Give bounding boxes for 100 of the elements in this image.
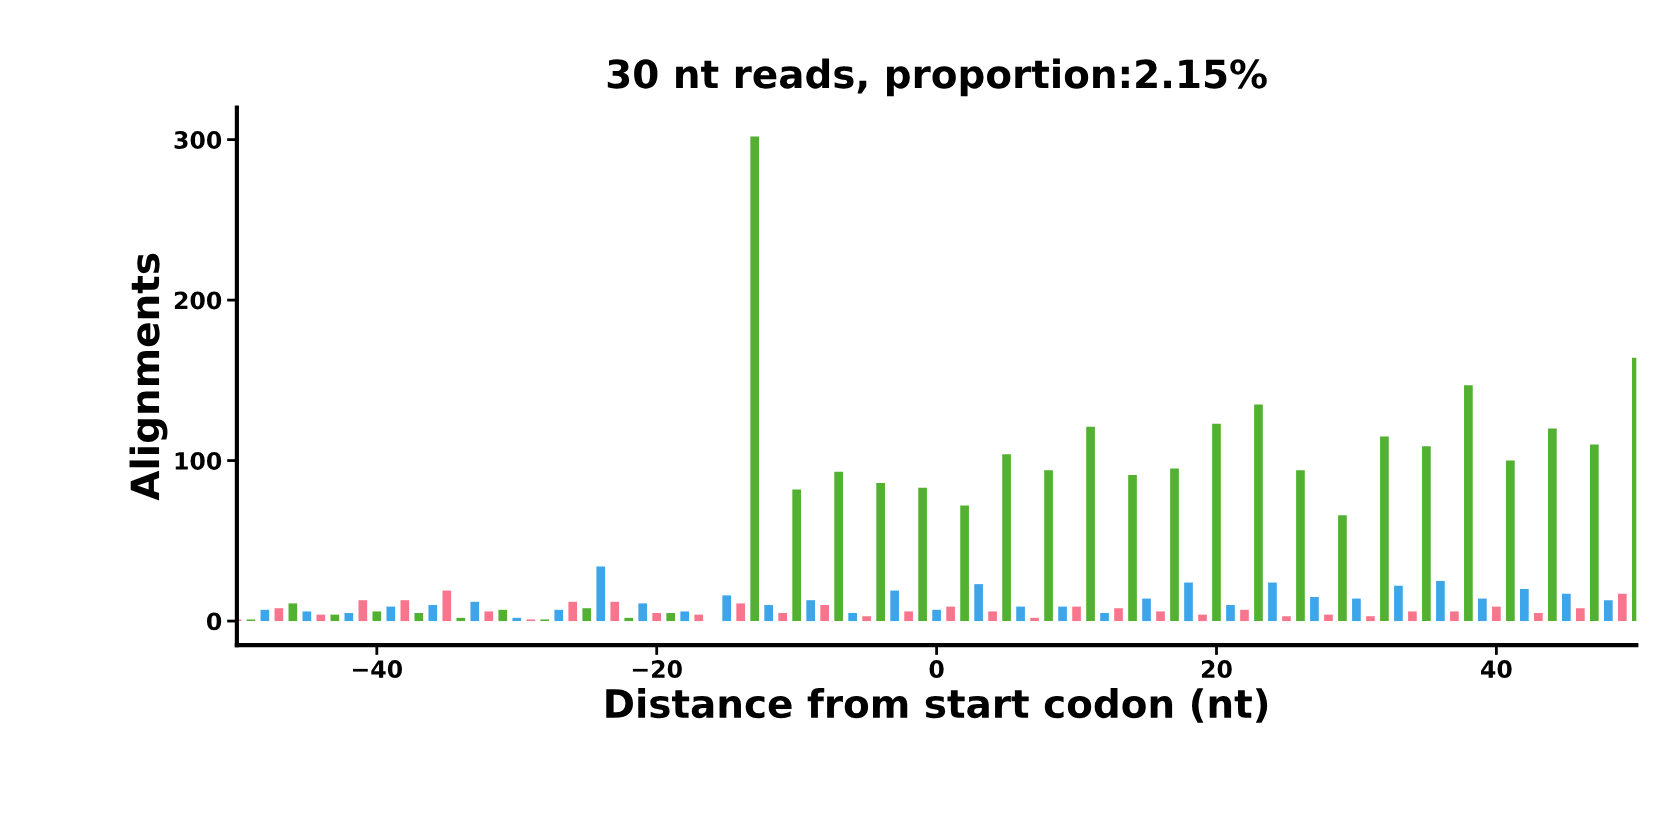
bar bbox=[806, 600, 815, 622]
bar bbox=[1254, 404, 1263, 622]
bar bbox=[624, 617, 634, 622]
bar bbox=[1156, 611, 1165, 622]
bar bbox=[1184, 582, 1193, 622]
x-tick-label: 20 bbox=[1201, 660, 1232, 678]
bar bbox=[764, 605, 774, 622]
chart-title: 30 nt reads, proportion:2.15% bbox=[607, 58, 1267, 97]
bar bbox=[1576, 608, 1585, 622]
bar bbox=[652, 613, 662, 622]
bar bbox=[1114, 608, 1123, 622]
bar bbox=[302, 611, 312, 622]
bar bbox=[1226, 605, 1235, 622]
bar bbox=[834, 471, 843, 622]
bar bbox=[428, 605, 438, 622]
bar bbox=[1352, 598, 1361, 622]
bar bbox=[932, 609, 941, 622]
bar bbox=[680, 611, 690, 622]
bar bbox=[918, 487, 927, 622]
bar bbox=[1338, 515, 1347, 622]
bar bbox=[694, 614, 704, 622]
x-tick-label: −40 bbox=[353, 660, 403, 678]
bar bbox=[456, 617, 466, 622]
bar bbox=[498, 609, 508, 622]
bar bbox=[1478, 598, 1487, 622]
bar bbox=[750, 136, 760, 622]
bar bbox=[1170, 468, 1179, 622]
bar bbox=[288, 603, 298, 622]
bar bbox=[1394, 585, 1403, 622]
bar bbox=[1324, 614, 1333, 622]
bar bbox=[1072, 606, 1081, 622]
bar bbox=[1603, 600, 1613, 622]
bar bbox=[1492, 606, 1501, 622]
bar bbox=[554, 609, 564, 622]
bar bbox=[792, 489, 801, 622]
bar bbox=[344, 613, 354, 622]
y-axis-title: Alignments bbox=[129, 253, 168, 501]
bar bbox=[862, 616, 871, 622]
bar bbox=[820, 605, 829, 622]
bar bbox=[1128, 475, 1137, 622]
bar bbox=[1282, 616, 1291, 622]
x-tick-label: −20 bbox=[632, 660, 682, 678]
bar bbox=[1310, 596, 1319, 622]
bar bbox=[1450, 611, 1459, 622]
bar bbox=[666, 613, 676, 622]
bar bbox=[1534, 613, 1543, 622]
bar bbox=[386, 606, 396, 622]
bar bbox=[1408, 611, 1417, 622]
bar bbox=[1086, 426, 1095, 622]
bar bbox=[1212, 423, 1221, 622]
y-tick-label: 0 bbox=[207, 612, 222, 631]
bar bbox=[1617, 593, 1627, 622]
bar bbox=[470, 601, 480, 622]
bar bbox=[1366, 616, 1375, 622]
bar bbox=[1240, 609, 1249, 622]
bar bbox=[582, 608, 592, 622]
bar bbox=[904, 611, 913, 622]
bar bbox=[778, 613, 787, 622]
bar bbox=[484, 611, 494, 622]
bar bbox=[848, 613, 857, 622]
bar bbox=[442, 590, 452, 622]
bar bbox=[1016, 606, 1025, 622]
bar bbox=[1002, 454, 1011, 622]
bar bbox=[722, 595, 732, 622]
bar bbox=[946, 606, 955, 622]
bar bbox=[638, 603, 648, 622]
bar bbox=[1436, 580, 1445, 622]
bar bbox=[1268, 582, 1277, 622]
bar bbox=[1464, 385, 1473, 622]
bar bbox=[372, 611, 382, 622]
bar bbox=[1520, 588, 1529, 622]
x-axis-title: Distance from start codon (nt) bbox=[606, 688, 1268, 723]
bar bbox=[1590, 444, 1599, 622]
bar bbox=[1548, 428, 1557, 622]
bar bbox=[1506, 460, 1515, 622]
bar bbox=[274, 608, 284, 622]
bar bbox=[260, 609, 270, 622]
bar bbox=[610, 601, 620, 622]
bar bbox=[1422, 446, 1431, 622]
bar bbox=[1044, 470, 1053, 622]
bar bbox=[988, 611, 997, 622]
x-tick-label: 0 bbox=[929, 660, 944, 678]
bar bbox=[974, 584, 983, 622]
bar bbox=[1142, 598, 1151, 622]
bar bbox=[512, 617, 522, 622]
bar bbox=[876, 483, 885, 622]
bar bbox=[1100, 613, 1109, 622]
bar bbox=[596, 566, 606, 622]
bar bbox=[736, 603, 746, 622]
bar bbox=[1562, 593, 1571, 622]
bar bbox=[414, 613, 424, 622]
x-tick-label: 40 bbox=[1481, 660, 1512, 678]
bar bbox=[890, 590, 899, 622]
bar bbox=[1030, 617, 1039, 622]
bar bbox=[1380, 436, 1389, 622]
bar bbox=[960, 505, 969, 622]
bar bbox=[1058, 606, 1067, 622]
bar bbox=[358, 600, 368, 622]
y-tick-label: 200 bbox=[174, 291, 222, 310]
bar bbox=[400, 600, 410, 622]
